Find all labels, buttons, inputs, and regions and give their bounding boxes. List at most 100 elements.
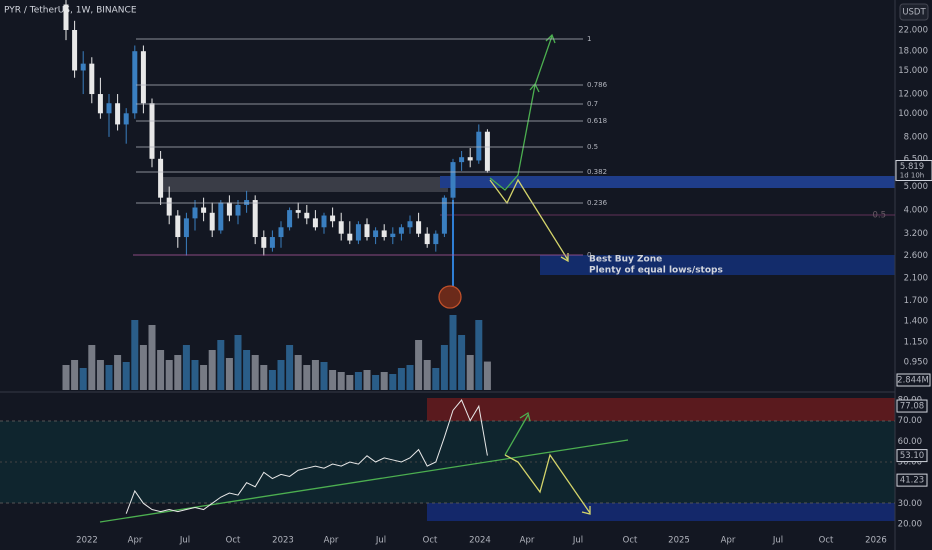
y-tick-label: 1.400 xyxy=(904,317,928,327)
rsi-tick-label: 50.00 xyxy=(898,458,922,468)
volume-bar xyxy=(251,355,259,390)
volume-bar xyxy=(105,365,113,390)
rsi-tick-label: 20.00 xyxy=(898,520,922,530)
volume-bar xyxy=(458,335,466,390)
fib-label: 0.7 xyxy=(587,100,598,108)
y-tick-label: 15.000 xyxy=(898,66,928,76)
volume-bar xyxy=(148,325,156,390)
candle-body xyxy=(89,63,95,95)
volume-bar xyxy=(354,372,362,390)
y-tick-label: 5.000 xyxy=(904,182,928,192)
y-tick-label: 2.600 xyxy=(904,251,928,261)
volume-bar xyxy=(243,350,251,390)
candle-body xyxy=(433,233,439,245)
y-tick-label: 22.000 xyxy=(898,26,928,36)
time-label: Apr xyxy=(721,536,736,546)
volume-bar xyxy=(191,360,199,390)
rsi-bear-arrow xyxy=(504,453,591,515)
y-tick-label: 6.500 xyxy=(904,154,928,164)
rsi-tick-label: 70.00 xyxy=(898,416,922,426)
rsi-tag xyxy=(896,399,928,413)
candle-body xyxy=(390,233,396,238)
candle-body xyxy=(183,218,189,238)
time-label: Oct xyxy=(423,536,438,546)
rsi-tag xyxy=(896,473,928,487)
rsi-trendline xyxy=(99,439,629,523)
overbought-zone xyxy=(427,398,895,421)
volume-tag-label: 2.844M xyxy=(897,376,929,386)
volume-bar xyxy=(200,365,208,390)
rsi-tag-label: 53.10 xyxy=(900,451,924,461)
volume-bar xyxy=(320,362,328,390)
time-label: Apr xyxy=(520,536,535,546)
candle-body xyxy=(347,233,353,241)
candle-body xyxy=(441,197,447,234)
countdown: 1d 10h xyxy=(900,172,924,180)
candle-body xyxy=(244,200,250,205)
resistance-box xyxy=(160,177,448,192)
candle-body xyxy=(252,200,258,238)
candle-body xyxy=(295,210,301,213)
fib-label: 0.236 xyxy=(587,199,608,207)
time-label: 2026 xyxy=(865,536,887,546)
time-label: 2024 xyxy=(469,536,491,546)
volume-bar xyxy=(217,340,225,390)
rsi-bull-arrow xyxy=(504,411,531,456)
volume-bar xyxy=(268,370,276,390)
rsi-tick-label: 30.00 xyxy=(898,499,922,509)
support-zone xyxy=(440,176,895,188)
volume-bar xyxy=(88,345,96,390)
volume-bar xyxy=(415,340,423,390)
candle-body xyxy=(149,103,155,159)
volume-bar xyxy=(483,361,491,390)
y-tick-label: 18.000 xyxy=(898,47,928,57)
arrow-head xyxy=(560,253,569,263)
volume-bar xyxy=(440,345,448,390)
volume-bar xyxy=(71,360,79,390)
candle-body xyxy=(123,113,129,125)
candle-body xyxy=(467,157,473,161)
volume-bar xyxy=(182,345,190,390)
volume-bar xyxy=(475,320,483,390)
symbol: PYR / TetherUS, 1W, BINANCE xyxy=(4,6,137,16)
candle-body xyxy=(330,215,336,222)
currency[interactable]: USDT xyxy=(902,8,926,18)
volume-bar xyxy=(62,365,70,390)
candle-body xyxy=(484,131,490,171)
candle-body xyxy=(115,103,121,125)
candle-body xyxy=(304,212,310,219)
volume-bar xyxy=(174,355,182,390)
bear-path xyxy=(489,178,569,261)
candle-body xyxy=(321,215,327,228)
candle-body xyxy=(175,215,181,238)
volume-bar xyxy=(423,360,431,390)
fib-label: 0.5 xyxy=(587,143,598,151)
time-label: Oct xyxy=(819,536,834,546)
currency-button[interactable] xyxy=(899,3,929,21)
candle-body xyxy=(459,157,465,163)
volume-tag xyxy=(896,373,931,387)
fib-label: 1 xyxy=(587,35,591,43)
time-label: Jul xyxy=(572,536,583,546)
annotation: Best Buy Zone xyxy=(589,255,662,265)
candle-body xyxy=(97,94,103,114)
candle-body xyxy=(424,233,430,245)
candle-body xyxy=(381,230,387,238)
volume-bar xyxy=(432,368,440,390)
rsi-tag-label: 41.23 xyxy=(900,476,924,486)
candle-body xyxy=(106,103,112,114)
price-tag xyxy=(895,160,932,182)
volume-bar xyxy=(157,350,165,390)
candle-body xyxy=(312,218,318,228)
candle-body xyxy=(132,51,138,114)
buy-zone xyxy=(540,255,895,275)
arrows xyxy=(99,33,629,523)
fib-label: 0.786 xyxy=(587,81,608,89)
highlight-circle xyxy=(438,285,462,309)
fib-label: 0.382 xyxy=(587,168,607,176)
price-tag-label: 5.819 xyxy=(900,162,924,172)
volume-bar xyxy=(114,355,122,390)
y-tick-label: 8.000 xyxy=(904,132,928,142)
candle-body xyxy=(398,227,404,234)
